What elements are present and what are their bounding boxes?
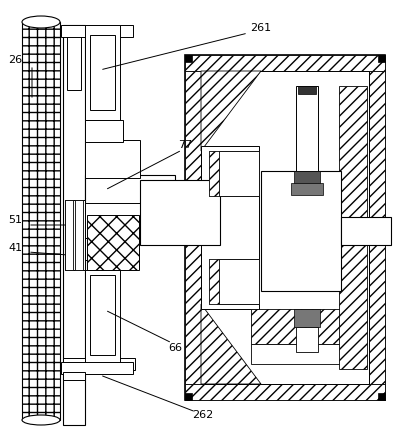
Bar (184, 71, 200, 384)
Bar (61, 25, 133, 37)
Bar (260, 171, 340, 291)
Bar (250, 309, 345, 344)
Bar (63, 358, 135, 370)
Text: 51: 51 (8, 215, 22, 225)
Bar (63, 25, 85, 425)
Bar (85, 238, 123, 260)
Bar (340, 217, 390, 245)
Bar (65, 200, 85, 270)
Bar (184, 55, 384, 400)
Bar (67, 35, 81, 90)
Bar (293, 309, 319, 327)
Polygon shape (209, 259, 258, 304)
Bar (290, 183, 322, 195)
Ellipse shape (22, 415, 60, 425)
Text: 262: 262 (192, 410, 213, 420)
Bar (377, 55, 384, 62)
Bar (184, 55, 384, 71)
Bar (209, 259, 258, 304)
Bar (90, 275, 115, 355)
Bar (368, 71, 384, 384)
Bar (85, 175, 174, 205)
Text: 41: 41 (8, 243, 22, 253)
Text: 77: 77 (178, 140, 192, 150)
Bar (250, 344, 345, 364)
Ellipse shape (22, 16, 60, 28)
Bar (75, 200, 83, 270)
Bar (61, 362, 133, 374)
Bar (63, 28, 85, 36)
Bar (377, 393, 384, 400)
Text: 261: 261 (249, 23, 270, 33)
Bar (295, 86, 317, 171)
Polygon shape (200, 71, 260, 151)
Bar (219, 151, 258, 196)
Bar (85, 270, 120, 365)
Bar (140, 180, 219, 245)
Polygon shape (209, 151, 258, 196)
Polygon shape (200, 304, 260, 384)
Bar (219, 259, 258, 304)
Bar (295, 327, 317, 352)
Bar (85, 120, 123, 142)
Bar (22, 22, 60, 420)
Bar (200, 146, 258, 309)
Text: 66: 66 (168, 343, 182, 353)
Text: 26: 26 (8, 55, 22, 65)
Bar (184, 393, 192, 400)
Bar (293, 171, 319, 186)
Bar (338, 86, 366, 369)
Bar (90, 35, 115, 110)
Bar (200, 71, 368, 384)
Bar (65, 200, 73, 270)
Bar (85, 203, 140, 241)
Bar (63, 372, 85, 380)
Bar (209, 151, 258, 196)
Bar (184, 384, 384, 400)
Bar (85, 25, 120, 120)
Bar (184, 55, 192, 62)
Bar (85, 140, 140, 178)
Bar (87, 215, 139, 270)
Bar (297, 86, 315, 94)
